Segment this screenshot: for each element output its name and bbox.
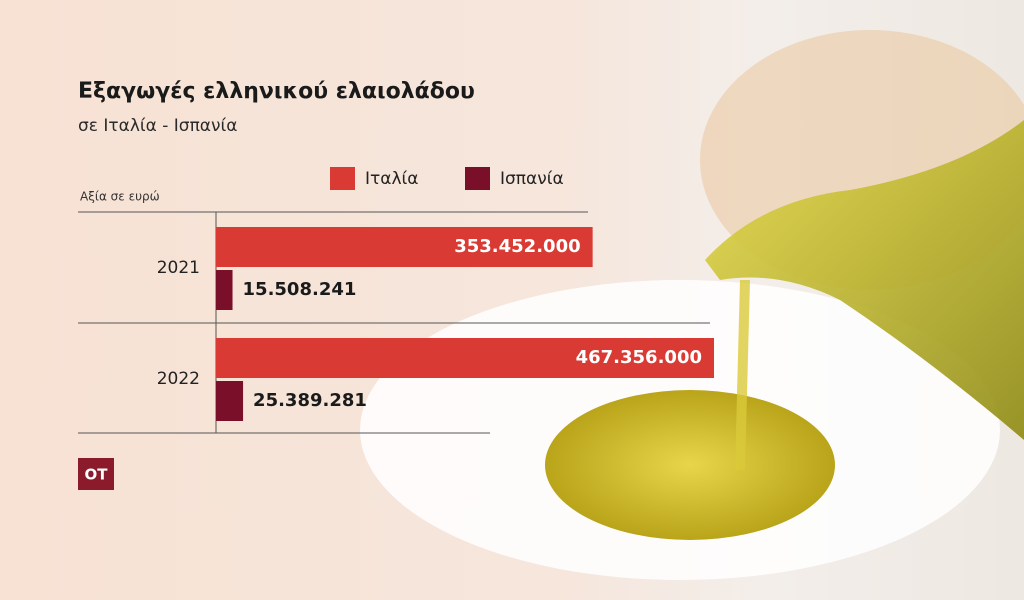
axis-label: Αξία σε ευρώ <box>80 190 160 204</box>
oil-stream-decor <box>735 280 750 470</box>
value-label: 353.452.000 <box>454 236 580 257</box>
value-label: 25.389.281 <box>253 390 367 411</box>
y-tick-label: 2022 <box>157 369 200 389</box>
bar <box>216 270 233 310</box>
bar <box>216 338 714 378</box>
chart-title: Εξαγωγές ελληνικού ελαιολάδου <box>78 79 475 104</box>
logo-text: OT <box>85 466 109 484</box>
value-label: 15.508.241 <box>243 279 357 300</box>
logo <box>78 458 114 490</box>
oil-decor <box>545 390 835 540</box>
legend-label: Ισπανία <box>500 169 564 189</box>
bottle-decor <box>705 120 1024 440</box>
legend-swatch <box>330 167 355 190</box>
bar <box>216 227 593 267</box>
value-label: 467.356.000 <box>576 347 702 368</box>
chart-subtitle: σε Ιταλία - Ισπανία <box>78 116 237 136</box>
bar <box>216 381 244 421</box>
legend-swatch <box>465 167 490 190</box>
y-tick-label: 2021 <box>157 258 200 278</box>
legend-label: Ιταλία <box>365 169 418 189</box>
